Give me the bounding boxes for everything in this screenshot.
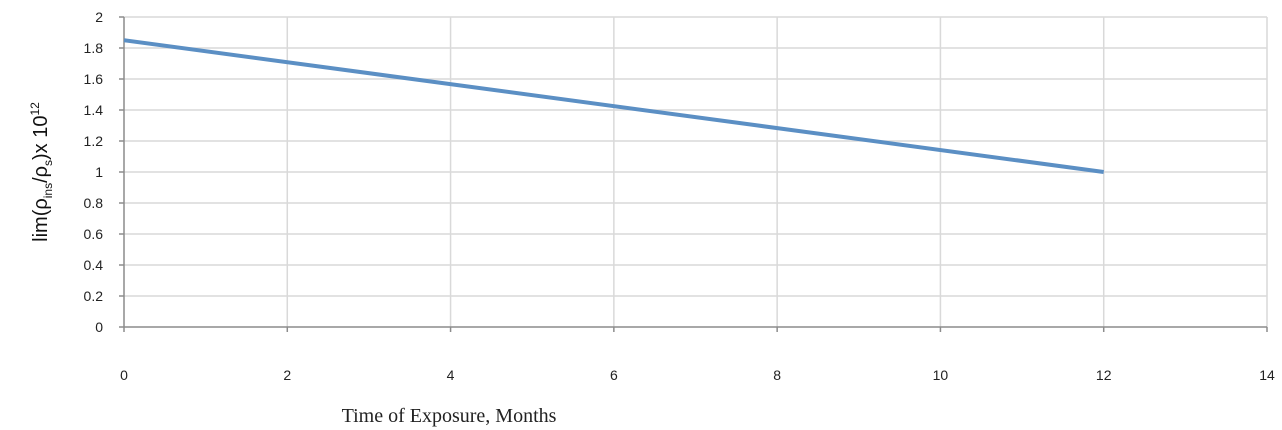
y-tick-label: 0.6 xyxy=(84,226,104,242)
axis-layer xyxy=(119,16,1268,332)
y-title-prefix: lim(ρ xyxy=(30,198,52,242)
y-tick-label: 0.2 xyxy=(84,288,104,304)
y-tick-label: 0.8 xyxy=(84,195,104,211)
y-tick-label: 2 xyxy=(95,9,103,25)
grid-layer xyxy=(124,16,1268,327)
x-tick-label: 10 xyxy=(933,367,949,383)
y-title-mid: /ρ xyxy=(30,166,52,183)
y-tick-labels: 0 0.2 0.4 0.6 0.8 1 1.2 1.4 1.6 1.8 2 xyxy=(84,9,104,335)
y-tick-label: 1.2 xyxy=(84,133,104,149)
series-line xyxy=(123,38,1104,174)
series-layer xyxy=(123,38,1104,174)
x-tick-label: 14 xyxy=(1259,367,1275,383)
y-title-sup: 12 xyxy=(28,102,42,116)
y-tick-label: 0 xyxy=(95,319,103,335)
x-axis-title: Time of Exposure, Months xyxy=(342,405,557,427)
x-tick-label: 8 xyxy=(773,367,781,383)
y-axis-title: lim(ρins/ρs)x 1012 xyxy=(28,102,55,242)
y-title-sub-s: s xyxy=(41,160,55,166)
x-tick-label: 4 xyxy=(447,367,455,383)
y-tick-label: 0.4 xyxy=(84,257,104,273)
x-tick-label: 6 xyxy=(610,367,618,383)
y-tick-label: 1.6 xyxy=(84,71,104,87)
y-tick-label: 1 xyxy=(95,164,103,180)
y-title-sub-ins: ins xyxy=(41,183,55,198)
y-tick-label: 1.4 xyxy=(84,102,104,118)
x-tick-label: 2 xyxy=(283,367,291,383)
x-tick-label: 0 xyxy=(120,367,128,383)
y-title-suffix: )x 10 xyxy=(30,116,52,160)
y-tick-label: 1.8 xyxy=(84,40,104,56)
x-tick-labels: 0 2 4 6 8 10 12 14 xyxy=(120,367,1275,383)
x-tick-label: 12 xyxy=(1096,367,1112,383)
